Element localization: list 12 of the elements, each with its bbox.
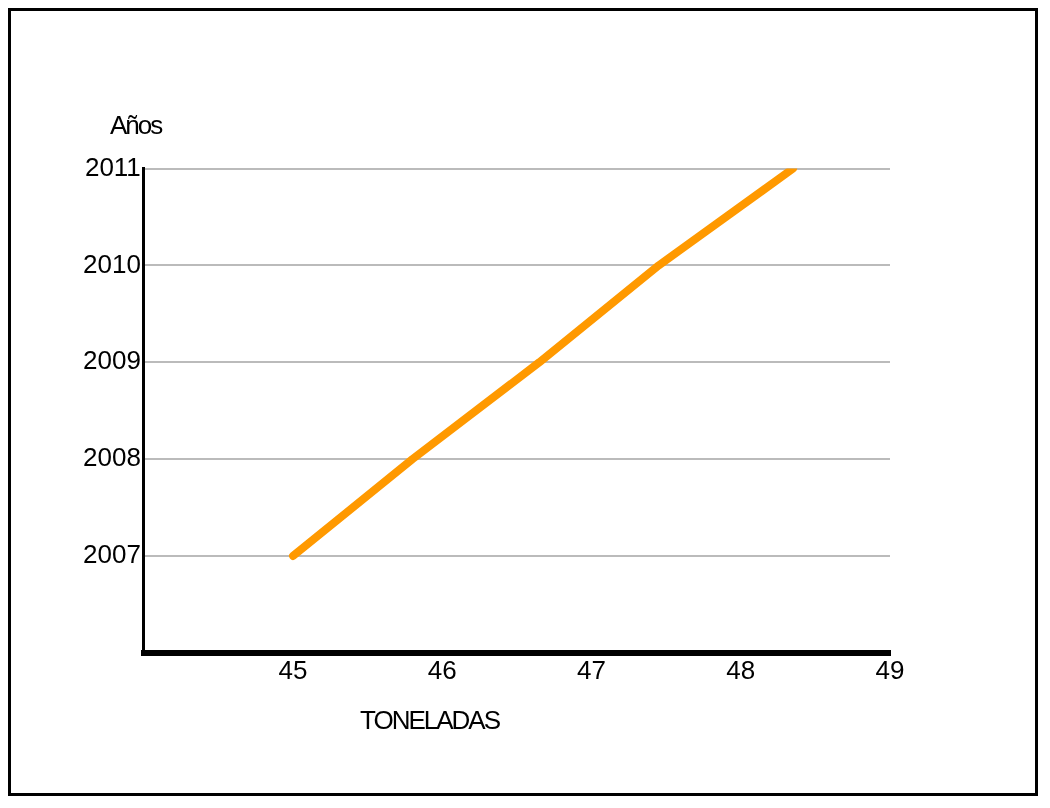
y-tick-label: 2009 xyxy=(83,345,141,376)
x-tick-label: 45 xyxy=(278,654,308,685)
x-axis-title: TONELADAS xyxy=(360,705,500,736)
y-axis-title: Años xyxy=(110,110,162,141)
y-tick-label: 2007 xyxy=(83,539,141,570)
y-tick-label: 2011 xyxy=(84,151,141,182)
x-tick-label: 49 xyxy=(875,654,905,685)
x-tick-label: 46 xyxy=(427,654,457,685)
x-tick-label: 47 xyxy=(577,654,606,685)
y-tick-label: 2008 xyxy=(83,442,141,473)
x-tick-label: 48 xyxy=(726,654,756,685)
y-tick-label: 2010 xyxy=(83,248,141,279)
